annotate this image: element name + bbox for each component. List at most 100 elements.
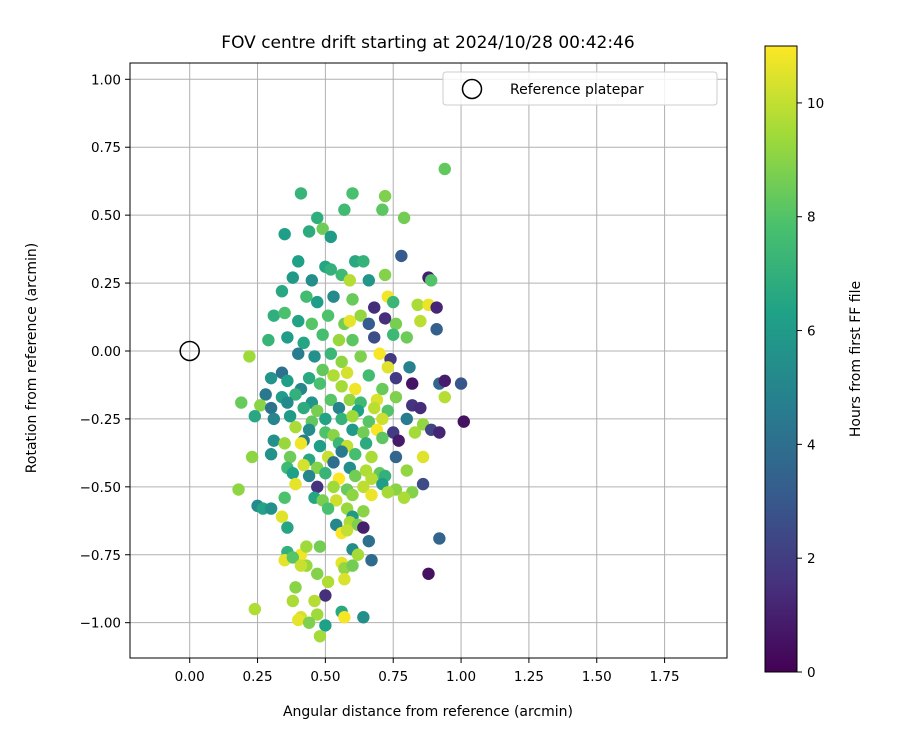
y-tick-label: −0.25 xyxy=(80,412,121,428)
data-point xyxy=(264,448,278,461)
data-point xyxy=(400,331,413,344)
colorbar: 0 2 4 6 8 10 Hours from first FF file xyxy=(764,45,864,681)
data-point xyxy=(335,380,348,393)
x-tick-label: 0.25 xyxy=(243,669,273,685)
data-point xyxy=(319,619,332,632)
reference-platepar-marker xyxy=(179,340,200,362)
x-tick-label: 1.25 xyxy=(514,669,544,685)
data-point xyxy=(387,295,400,309)
data-point xyxy=(308,350,321,363)
data-point xyxy=(283,409,297,423)
data-point xyxy=(376,431,389,445)
data-point xyxy=(359,437,373,450)
data-point xyxy=(248,409,262,423)
data-point xyxy=(389,450,403,464)
data-point xyxy=(362,534,375,548)
data-point xyxy=(349,448,362,461)
data-point xyxy=(321,309,335,322)
data-point xyxy=(357,521,370,534)
data-point xyxy=(438,162,451,176)
x-tick-label: 0.75 xyxy=(378,669,408,685)
data-point xyxy=(294,437,308,450)
data-point xyxy=(408,426,422,439)
data-point xyxy=(365,553,378,567)
y-tick-label: −0.75 xyxy=(80,548,121,564)
data-point xyxy=(338,611,351,624)
data-point xyxy=(321,502,335,515)
data-point xyxy=(378,189,392,203)
data-point xyxy=(346,488,359,502)
data-point xyxy=(346,187,359,200)
data-point xyxy=(311,567,324,580)
data-point xyxy=(327,290,340,303)
data-point xyxy=(302,225,316,238)
data-point xyxy=(381,361,394,374)
data-point xyxy=(327,456,340,469)
legend: Reference platepar xyxy=(442,71,718,106)
data-point xyxy=(365,472,378,485)
data-point xyxy=(302,469,316,483)
data-point xyxy=(362,317,375,331)
data-point xyxy=(343,393,357,407)
data-point xyxy=(362,369,375,382)
data-point xyxy=(297,458,310,472)
data-point xyxy=(340,524,354,537)
data-point xyxy=(400,464,413,477)
data-point xyxy=(281,331,294,344)
data-point xyxy=(324,230,338,244)
data-point xyxy=(267,309,281,322)
data-point xyxy=(368,401,381,415)
data-point xyxy=(308,594,321,608)
data-point xyxy=(264,371,278,385)
data-point xyxy=(313,439,327,453)
data-point xyxy=(425,274,438,287)
data-point xyxy=(254,399,267,412)
data-point xyxy=(313,540,327,553)
data-point xyxy=(340,366,354,379)
data-point xyxy=(302,423,316,436)
data-point xyxy=(281,374,294,388)
data-point xyxy=(422,567,435,580)
data-point xyxy=(286,271,300,284)
data-point xyxy=(346,409,359,423)
data-point xyxy=(262,333,275,347)
data-point xyxy=(338,573,351,586)
data-point xyxy=(319,467,332,480)
data-point xyxy=(389,371,403,385)
data-point xyxy=(406,377,419,390)
data-point xyxy=(414,401,427,415)
plot-area: 0.00 0.25 0.50 0.75 1.00 1.25 1.50 1.75 1.00 0.7… xyxy=(80,62,728,685)
data-point xyxy=(316,363,329,377)
data-point xyxy=(389,390,403,404)
data-point xyxy=(248,602,262,616)
colorbar-tick-label: 2 xyxy=(807,551,816,567)
data-point xyxy=(305,274,319,287)
data-point xyxy=(278,227,291,241)
data-point xyxy=(327,480,340,494)
data-point xyxy=(368,331,381,344)
legend-label: Reference platepar xyxy=(510,82,644,98)
x-tick-label: 1.00 xyxy=(446,669,476,685)
legend-box xyxy=(442,71,718,106)
data-point xyxy=(267,412,281,426)
data-point xyxy=(243,350,256,363)
data-point xyxy=(300,290,313,303)
data-point xyxy=(433,532,446,545)
data-point xyxy=(378,312,392,325)
data-point xyxy=(316,222,329,235)
data-point xyxy=(289,581,302,594)
data-point xyxy=(343,274,357,287)
data-point xyxy=(292,347,305,360)
colorbar-ticks: 0 2 4 6 8 10 xyxy=(797,96,824,681)
data-point xyxy=(264,401,278,415)
data-point xyxy=(311,608,324,621)
data-point xyxy=(281,521,294,534)
data-point xyxy=(438,390,451,404)
data-point xyxy=(389,317,403,331)
colorbar-tick-label: 10 xyxy=(807,96,824,112)
y-tick-label: 0.50 xyxy=(91,208,121,224)
data-point xyxy=(321,575,335,589)
data-point xyxy=(294,187,308,200)
data-point xyxy=(376,382,389,396)
data-point xyxy=(397,491,411,504)
